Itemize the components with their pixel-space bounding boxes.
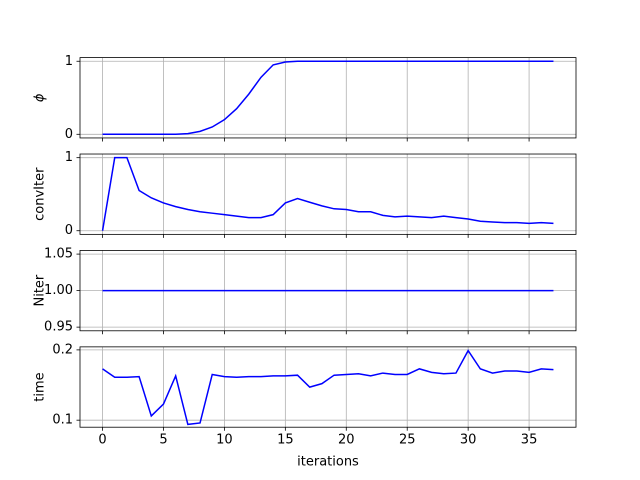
x-tick-label: 10 — [216, 433, 233, 448]
y-axis-label: ϕ — [33, 93, 48, 102]
y-axis-label: time — [33, 372, 48, 401]
axes-frame — [79, 250, 577, 332]
x-tick-label: 5 — [159, 433, 167, 448]
data-line — [101, 156, 554, 231]
x-tick-label: 15 — [277, 433, 294, 448]
x-axis-label: iterations — [297, 455, 359, 470]
y-tick-label: 1 — [65, 54, 73, 69]
x-tick-label: 20 — [338, 433, 355, 448]
y-tick-label: 0.2 — [52, 342, 73, 357]
axes-frame — [79, 57, 577, 139]
axes-frame — [79, 153, 577, 235]
y-tick-label: 1.05 — [44, 247, 73, 262]
y-axis-label: Niter — [33, 274, 48, 306]
y-tick-label: 0.1 — [52, 413, 73, 428]
data-line — [102, 60, 554, 136]
y-tick-label: 1.00 — [44, 283, 73, 298]
y-tick-label: 0 — [65, 223, 73, 238]
y-axis-label: convIter — [33, 167, 48, 221]
data-line — [102, 349, 554, 426]
x-tick-label: 35 — [521, 433, 538, 448]
x-tick-label: 30 — [460, 433, 477, 448]
axes-frame — [79, 346, 577, 428]
y-tick-label: 0.95 — [44, 320, 73, 335]
y-tick-label: 1 — [65, 150, 73, 165]
y-tick-label: 0 — [65, 127, 73, 142]
x-tick-label: 0 — [98, 433, 106, 448]
x-tick-label: 25 — [399, 433, 416, 448]
